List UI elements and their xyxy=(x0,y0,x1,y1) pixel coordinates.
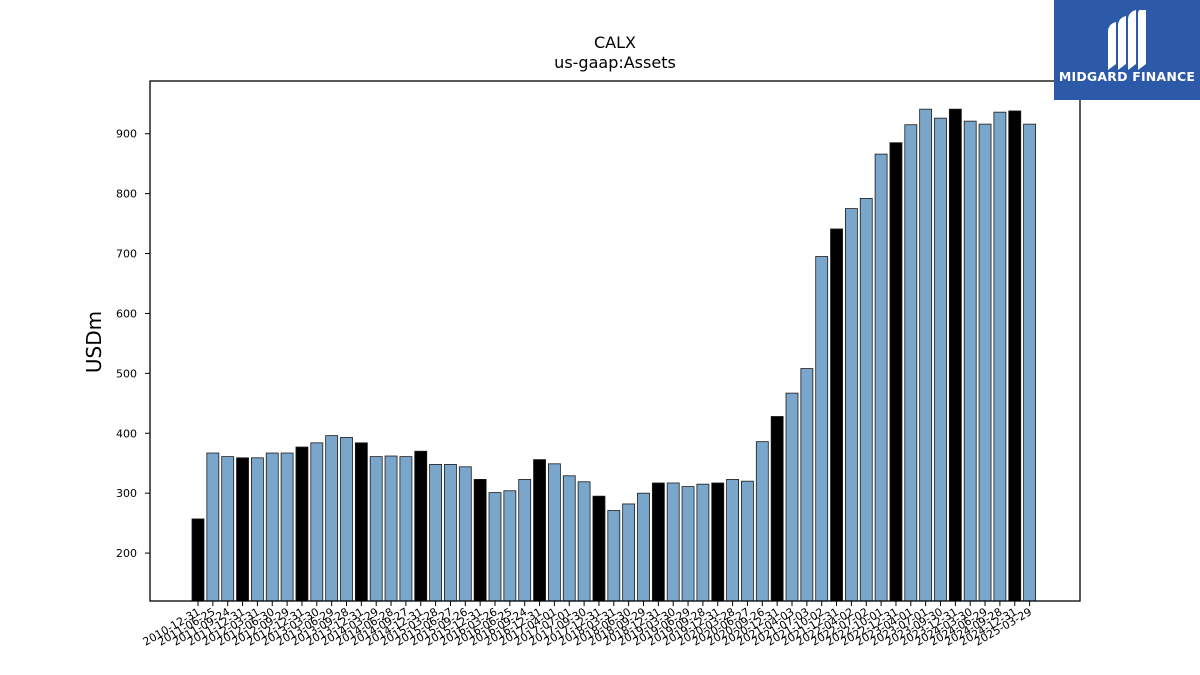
bar-2019-03-30 xyxy=(666,482,680,602)
bar-2024-12-31 xyxy=(1008,110,1022,602)
bar-2014-12-31 xyxy=(414,450,428,602)
bar-2025-03-29 xyxy=(1023,123,1036,602)
bar-2018-06-30 xyxy=(622,503,636,602)
plot-frame xyxy=(149,80,1081,602)
bar-2015-12-31 xyxy=(473,478,487,602)
bar-2016-03-26 xyxy=(488,492,502,602)
bar-2018-12-31 xyxy=(651,482,665,602)
bar-2017-09-30 xyxy=(577,481,591,602)
y-tick-label: 600 xyxy=(116,307,137,320)
bar-2019-06-29 xyxy=(681,486,695,602)
bar-2015-03-28 xyxy=(429,464,443,602)
bar-2017-12-31 xyxy=(592,495,606,602)
bar-2022-10-01 xyxy=(874,153,888,602)
bar-2016-06-25 xyxy=(503,490,517,602)
bar-2021-04-03 xyxy=(785,392,799,602)
y-axis-label: USDm xyxy=(82,311,106,373)
bar-2020-06-27 xyxy=(741,480,754,602)
bar-2024-03-30 xyxy=(963,120,977,602)
y-tick-label: 200 xyxy=(116,547,137,560)
bar-2023-12-31 xyxy=(948,108,962,602)
bar-2016-12-31 xyxy=(533,459,546,602)
bar-2020-12-31 xyxy=(770,416,784,602)
logo-text: MIDGARD FINANCE xyxy=(1058,69,1196,84)
bar-2021-10-02 xyxy=(815,256,829,602)
bar-2018-03-31 xyxy=(607,510,621,602)
bar-2014-09-27 xyxy=(399,456,413,602)
bar-2015-06-27 xyxy=(444,464,457,602)
bar-2017-04-01 xyxy=(548,463,561,602)
bar-2011-06-25 xyxy=(206,452,220,602)
bar-2023-07-01 xyxy=(919,108,933,602)
bar-2013-03-30 xyxy=(310,442,324,602)
y-ticks-group: 200 300 400 500 600 700 800 900 xyxy=(116,128,150,560)
bar-2017-07-01 xyxy=(562,475,576,602)
logo-mark-icon xyxy=(1108,10,1146,70)
bar-2023-09-30 xyxy=(934,117,947,602)
y-tick-label: 700 xyxy=(116,248,137,261)
y-tick-label: 900 xyxy=(116,128,137,141)
bar-2013-06-29 xyxy=(325,435,339,602)
bar-2022-12-31 xyxy=(889,142,903,602)
bar-2022-07-02 xyxy=(859,198,873,602)
bar-2015-09-26 xyxy=(458,466,472,602)
bar-2018-09-29 xyxy=(637,492,650,602)
bar-2012-06-30 xyxy=(265,452,279,602)
y-tick-label: 300 xyxy=(116,487,137,500)
x-ticks-group: 2010-12-312011-06-252011-09-242011-12-31… xyxy=(141,601,1034,649)
y-tick-label: 400 xyxy=(116,427,137,440)
midgard-finance-logo: MIDGARD FINANCE xyxy=(1054,0,1200,100)
bar-2024-06-29 xyxy=(978,123,992,602)
bar-2024-09-28 xyxy=(993,111,1007,602)
chart-title: CALX xyxy=(594,33,636,52)
bar-2010-12-31 xyxy=(191,518,205,602)
y-tick-label: 800 xyxy=(116,188,137,201)
bar-2013-12-31 xyxy=(354,442,368,602)
bar-2023-04-01 xyxy=(904,124,918,602)
bar-2020-09-26 xyxy=(755,441,769,602)
bar-2019-12-31 xyxy=(711,482,725,602)
bar-2021-12-31 xyxy=(830,228,843,602)
bars-group xyxy=(191,108,1036,602)
bar-2021-07-03 xyxy=(800,368,814,602)
bar-2014-03-29 xyxy=(369,456,383,602)
bar-2019-09-28 xyxy=(696,483,710,602)
bar-2012-03-31 xyxy=(250,457,264,602)
bar-2012-12-31 xyxy=(295,446,309,602)
bar-2016-09-24 xyxy=(518,478,532,602)
bar-2014-06-28 xyxy=(384,455,398,602)
bar-2022-04-02 xyxy=(845,208,858,602)
bar-2013-09-28 xyxy=(340,437,353,602)
chart-subtitle: us-gaap:Assets xyxy=(554,53,676,72)
bar-2012-09-29 xyxy=(280,452,294,602)
bar-2020-03-28 xyxy=(726,478,739,602)
bar-2011-09-24 xyxy=(221,456,235,602)
y-tick-label: 500 xyxy=(116,367,137,380)
bar-2011-12-31 xyxy=(236,457,249,602)
